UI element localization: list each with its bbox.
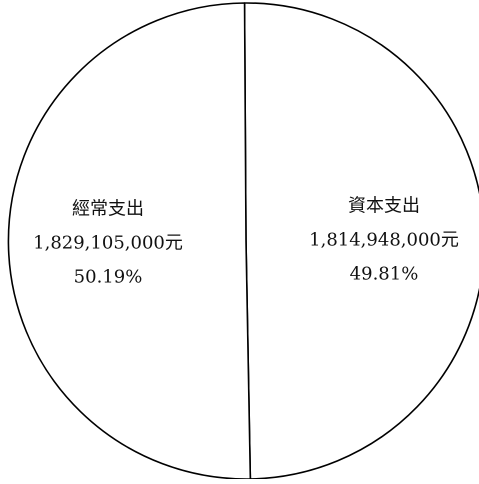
slice-label-amount: 1,814,948,000元 [309,229,459,250]
slice-label-name: 經常支出 [72,199,144,220]
slice-label-name: 資本支出 [348,195,420,216]
pie-slice-1 [243,2,479,480]
pie-slices [7,2,479,480]
slice-label-percent: 49.81% [350,263,419,284]
slice-label-percent: 50.19% [74,267,143,288]
slice-label-amount: 1,829,105,000元 [33,233,183,254]
pie-slice-2 [7,2,252,480]
pie-labels: 資本支出 1,814,948,000元 49.81% 經常支出 1,829,105,00… [33,195,459,287]
